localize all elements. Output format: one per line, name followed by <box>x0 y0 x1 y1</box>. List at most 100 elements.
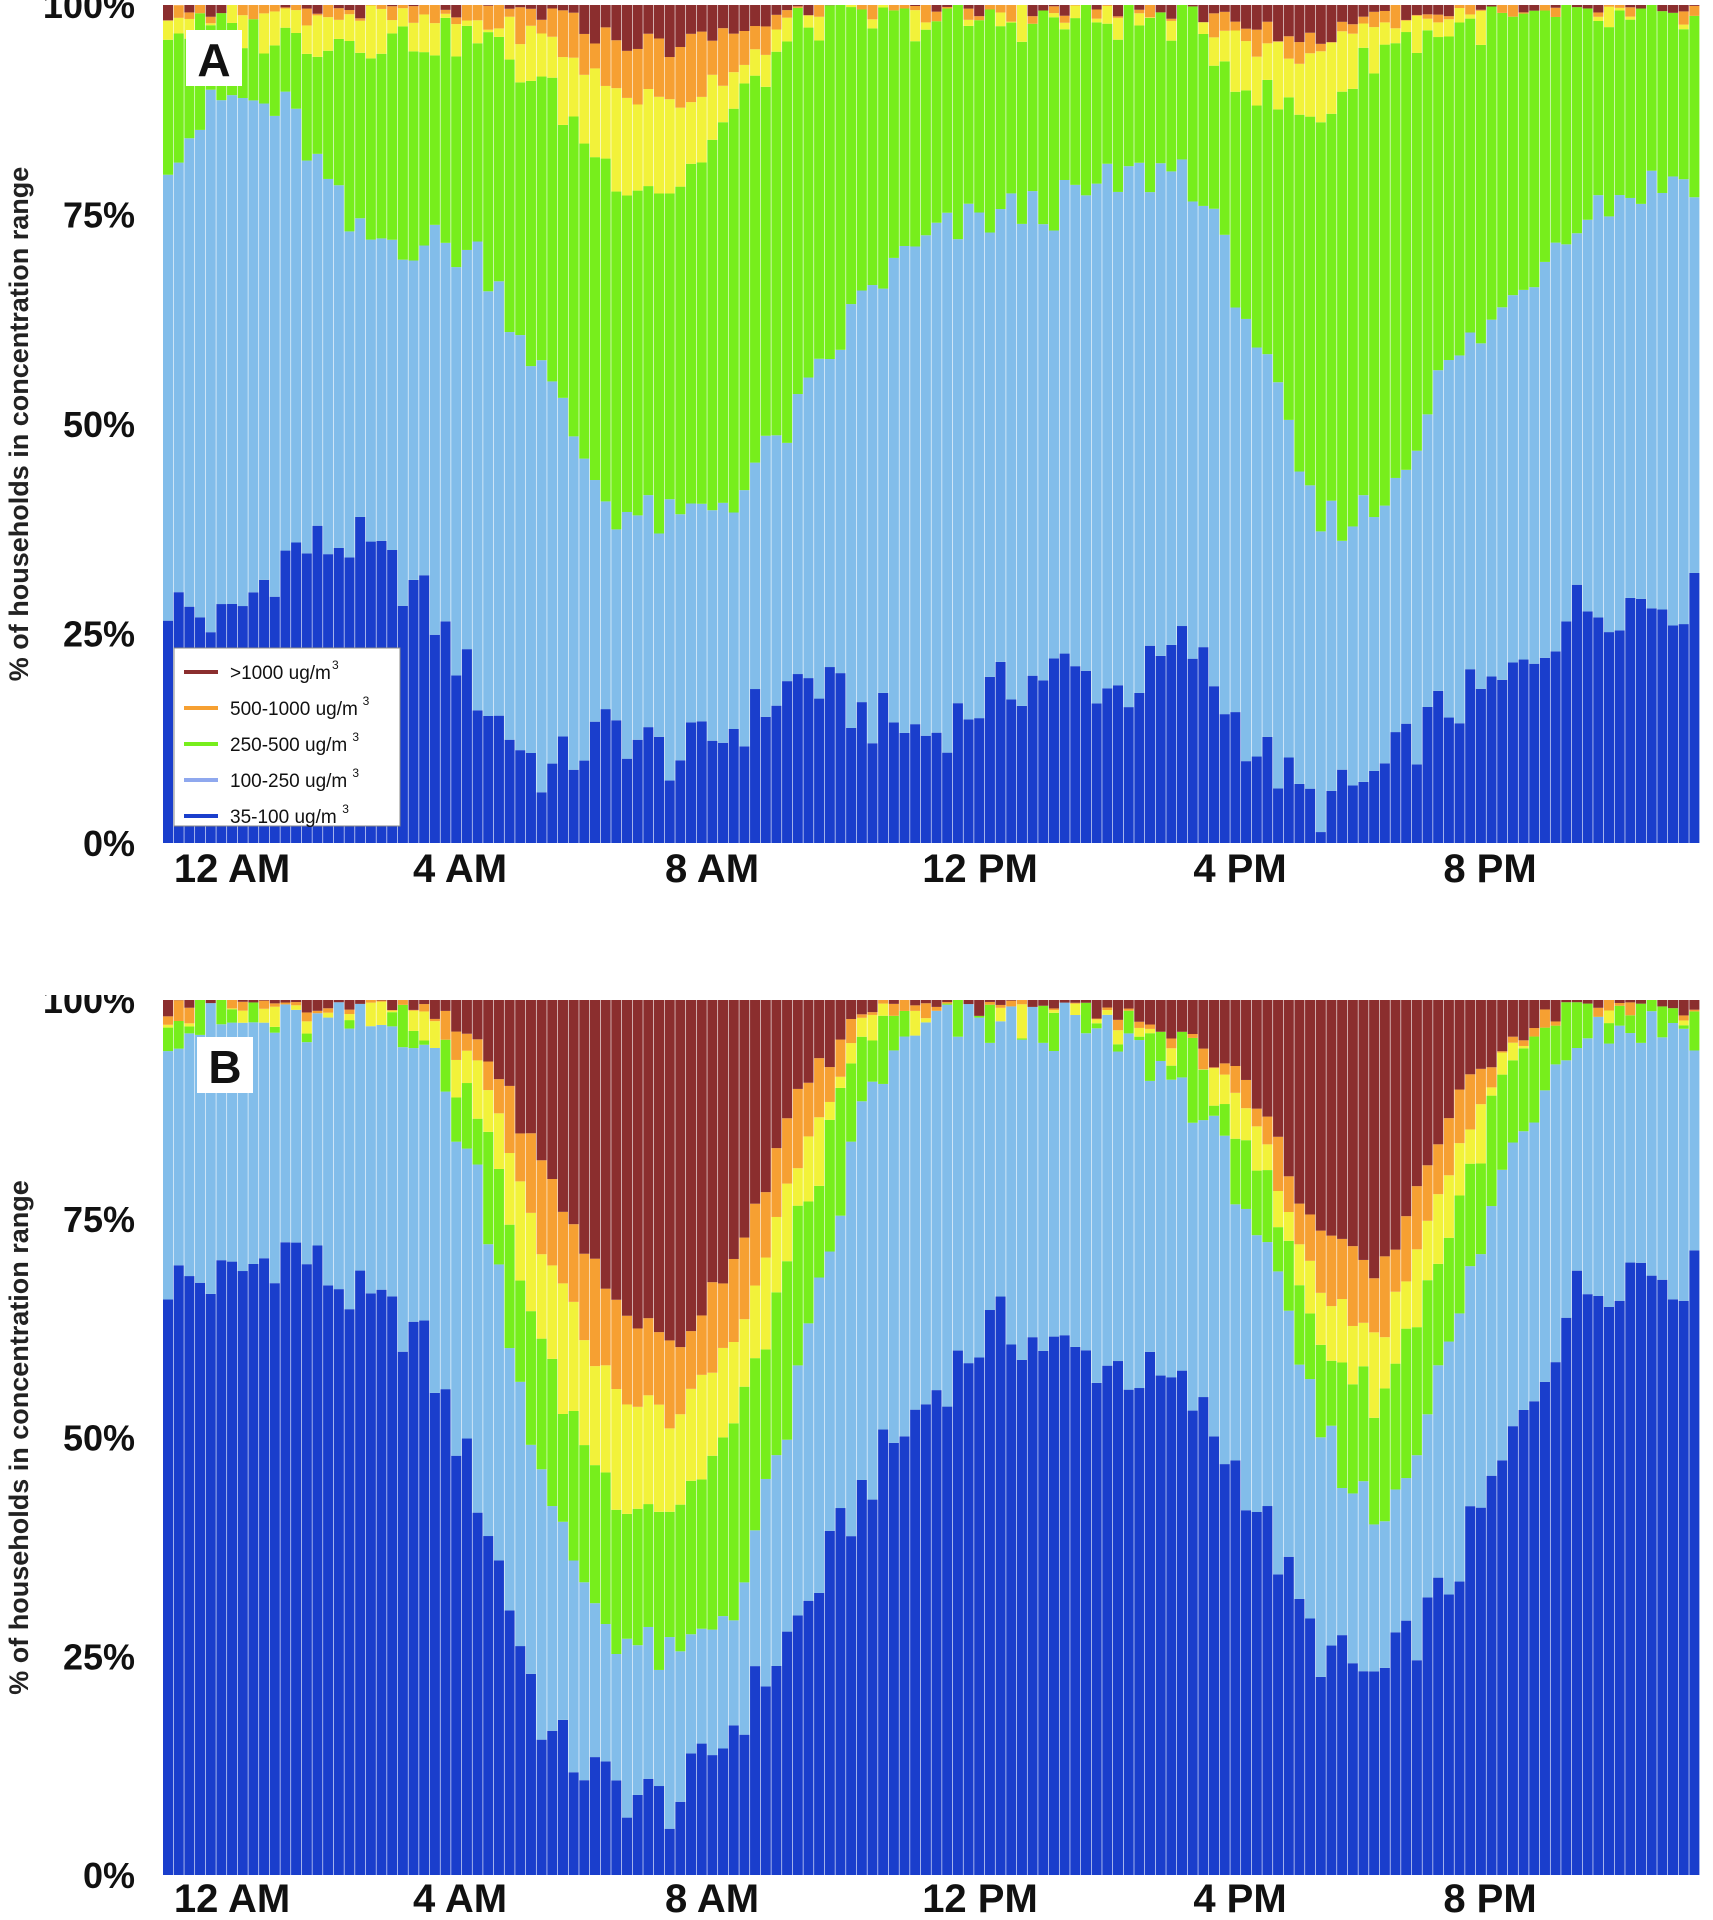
bar-segment-100-250 <box>259 103 270 580</box>
bar-segment-250-500 <box>1337 1362 1348 1489</box>
bar-segment-yellow <box>525 25 536 81</box>
bar-segment-yellow <box>557 1283 568 1414</box>
bar-segment-1000plus <box>856 1000 867 1015</box>
bar-segment-250-500 <box>910 41 921 247</box>
bar-segment-250-500 <box>472 43 483 242</box>
bar-segment-1000plus <box>760 1000 771 1193</box>
bar-segment-yellow <box>291 1005 302 1010</box>
bar-segment-35-100 <box>1294 1598 1305 1875</box>
bar-segment-250-500 <box>408 51 419 261</box>
bar-segment-250-500 <box>1155 12 1166 164</box>
bar-segment-250-500 <box>1144 1033 1156 1081</box>
bar-segment-500-1000 <box>718 1283 729 1348</box>
bar-segment-35-100 <box>568 1772 579 1875</box>
bar-segment-35-100 <box>888 1442 899 1875</box>
bar-segment-1000plus <box>557 5 568 11</box>
bar-segment-yellow <box>1144 1028 1156 1034</box>
bar-segment-100-250 <box>1422 1414 1433 1598</box>
bar-segment-100-250 <box>1048 230 1059 659</box>
bar-segment-250-500 <box>451 1097 462 1142</box>
bar-segment-100-250 <box>216 1024 227 1261</box>
bar-segment-35-100 <box>1166 1377 1177 1875</box>
bar-segment-yellow <box>1134 1027 1145 1037</box>
bar-segment-35-100 <box>984 1310 995 1875</box>
bar-segment-1000plus <box>846 1000 857 1019</box>
bar-segment-1000plus <box>1443 1000 1454 1119</box>
bar-segment-100-250 <box>227 1022 238 1262</box>
bar-segment-500-1000 <box>1251 1108 1262 1127</box>
bar-segment-35-100 <box>803 1600 814 1875</box>
bar-segment-250-500 <box>333 38 344 186</box>
bar-segment-100-250 <box>1571 233 1582 585</box>
bar-segment-1000plus <box>1390 1000 1401 1250</box>
bar-segment-250-500 <box>1283 1240 1294 1311</box>
bar-segment-250-500 <box>227 1009 238 1023</box>
bar-segment-1000plus <box>301 1000 312 1013</box>
bar-segment-500-1000 <box>408 6 419 23</box>
bar-segment-35-100 <box>782 1631 793 1875</box>
bar-segment-35-100 <box>984 676 995 843</box>
bar-segment-100-250 <box>1646 1011 1657 1276</box>
bar-segment-250-500 <box>429 55 440 225</box>
bar-segment-100-250 <box>216 100 227 605</box>
bar-segment-500-1000 <box>1411 14 1422 16</box>
bar-segment-500-1000 <box>1134 1021 1145 1028</box>
bar-segment-250-500 <box>1518 1048 1529 1132</box>
bar-segment-35-100 <box>387 1296 398 1875</box>
bar-segment-yellow <box>803 1136 814 1202</box>
bar-segment-250-500 <box>867 28 878 286</box>
bar-segment-250-500 <box>1251 1170 1262 1236</box>
bar-segment-250-500 <box>1123 1010 1134 1034</box>
bar-segment-1000plus <box>589 5 601 44</box>
bar-segment-100-250 <box>1635 1042 1647 1263</box>
bar-segment-100-250 <box>1689 197 1700 573</box>
bar-segment-35-100 <box>750 1666 761 1875</box>
bar-segment-1000plus <box>888 1000 899 1004</box>
bar-segment-35-100 <box>1048 658 1059 843</box>
bar-segment-500-1000 <box>1550 1021 1561 1026</box>
bar-segment-250-500 <box>1070 18 1081 185</box>
bar-segment-1000plus <box>1614 1000 1625 1003</box>
bar-segment-100-250 <box>280 1004 291 1243</box>
bar-segment-35-100 <box>1080 1350 1091 1875</box>
bar-segment-35-100 <box>259 1258 270 1875</box>
bar-segment-yellow <box>750 49 761 76</box>
bar-segment-35-100 <box>792 1615 803 1875</box>
bar-segment-yellow <box>835 1076 846 1088</box>
bar-segment-500-1000 <box>429 5 440 24</box>
bar-segment-35-100 <box>1369 770 1380 843</box>
bar-segment-yellow <box>483 1090 494 1132</box>
chart-panel-b: % of households in concentration range0%… <box>4 995 1700 1920</box>
bar-segment-yellow <box>824 1101 835 1120</box>
bar-segment-yellow <box>1390 1291 1401 1364</box>
bar-segment-35-100 <box>216 1260 227 1875</box>
bar-segment-1000plus <box>493 1000 504 1080</box>
bar-segment-100-250 <box>355 1003 366 1271</box>
bar-segment-1000plus <box>472 1000 483 1040</box>
bar-segment-1000plus <box>931 5 942 12</box>
bar-segment-35-100 <box>227 1261 238 1875</box>
bar-segment-100-250 <box>493 1264 504 1561</box>
bar-segment-1000plus <box>1091 1000 1102 1019</box>
bar-segment-100-250 <box>1155 1060 1166 1376</box>
bar-segment-yellow <box>1326 42 1337 114</box>
bar-segment-100-250 <box>1401 469 1412 724</box>
bar-segment-250-500 <box>1315 122 1326 532</box>
bar-segment-100-250 <box>1582 219 1593 612</box>
bar-segment-250-500 <box>1102 23 1113 164</box>
bar-segment-100-250 <box>1027 1006 1038 1338</box>
bar-segment-500-1000 <box>1678 11 1689 25</box>
bar-segment-500-1000 <box>1465 1074 1476 1130</box>
bar-segment-yellow <box>1369 27 1380 74</box>
bar-segment-yellow <box>1347 1325 1358 1385</box>
bar-segment-500-1000 <box>163 1016 174 1025</box>
bar-segment-100-250 <box>920 235 931 736</box>
bar-segment-250-500 <box>1251 105 1262 348</box>
bar-segment-35-100 <box>568 769 579 843</box>
bar-segment-yellow <box>589 1366 601 1466</box>
bar-segment-500-1000 <box>344 1009 355 1015</box>
bar-segment-250-500 <box>1112 39 1124 192</box>
bar-segment-yellow <box>515 1181 526 1281</box>
bar-segment-500-1000 <box>1315 43 1326 52</box>
bar-segment-yellow <box>1465 14 1476 19</box>
